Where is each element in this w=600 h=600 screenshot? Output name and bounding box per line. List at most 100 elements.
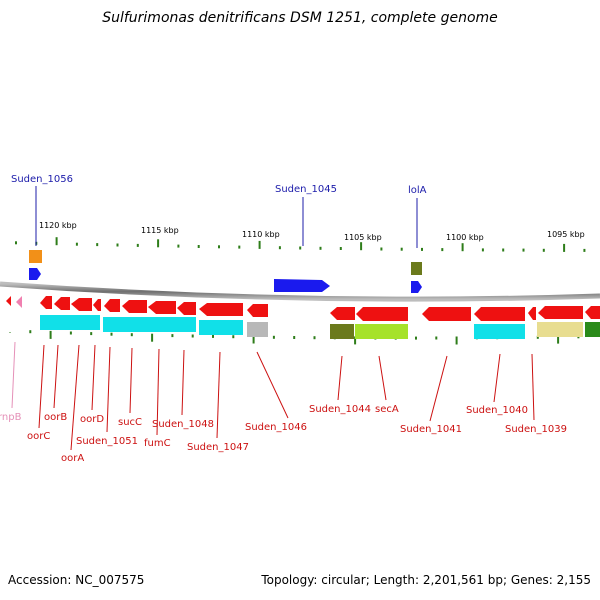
gene-label-oord[interactable]: oorD [80, 414, 104, 425]
gene-arrow-suden-1039[interactable] [538, 306, 583, 319]
scale-tick-top [197, 245, 200, 248]
gene-label-suden-1048[interactable]: Suden_1048 [152, 419, 214, 430]
scale-tick-top [157, 239, 160, 248]
gene-arrow-fumc[interactable] [148, 301, 176, 314]
scale-tick-bottom [212, 334, 214, 338]
scale-tick-top [461, 243, 464, 252]
scale-tick-top [502, 248, 505, 252]
scale-tick-top [380, 247, 383, 251]
gene-arrow-oora[interactable] [71, 298, 92, 311]
gene-label-fumc[interactable]: fumC [144, 438, 171, 449]
gene-arrow-edge[interactable] [585, 306, 600, 319]
genes-label: Genes: [510, 573, 553, 587]
gene-arrow-suden-1051[interactable] [104, 299, 120, 312]
scale-tick-bottom [90, 332, 93, 336]
gene-label-oora[interactable]: oorA [61, 453, 84, 464]
scale-tick-bottom [536, 335, 539, 339]
scale-tick-top [583, 248, 586, 252]
scale-tick-bottom [313, 336, 316, 340]
scale-tick-bottom [435, 336, 438, 340]
genome-summary: Topology: circular; Length: 2,201,561 bp… [261, 573, 591, 587]
gene-arrow-suden-1046[interactable] [247, 304, 268, 317]
feature-grey-box [247, 322, 268, 337]
scale-tick-top [96, 243, 99, 247]
scale-tick-bottom [191, 334, 194, 338]
scale-tick-bottom [415, 336, 417, 340]
gene-arrow-suden-1056[interactable] [29, 268, 41, 280]
gene-label-suden-1040[interactable]: Suden_1040 [466, 405, 528, 416]
feature-cyan-box-2 [103, 317, 196, 332]
gene-arrow-suden-1041[interactable] [422, 307, 471, 321]
feature-rnpb-box [9, 318, 21, 332]
bottom-leader-lines [38, 344, 535, 451]
gene-arrow-oord[interactable] [93, 299, 101, 311]
feature-cyan-box-3 [199, 320, 243, 335]
scale-tick-top [299, 246, 302, 250]
scale-tick-top [481, 248, 484, 252]
feature-cyan-box-1 [40, 315, 100, 330]
gene-label-suden-1051[interactable]: Suden_1051 [76, 436, 138, 447]
scale-tick-top [542, 248, 545, 252]
gene-arrow-suden-1044[interactable] [330, 307, 355, 320]
gene-label-suden-1047[interactable]: Suden_1047 [187, 442, 249, 453]
gene-arrow-suden-1045[interactable] [274, 279, 330, 292]
scale-tick-top [136, 243, 139, 247]
gene-arrow-oorb[interactable] [54, 297, 70, 310]
scale-tick-top [339, 247, 342, 250]
scale-tick-top [319, 246, 322, 250]
scale-tick-bottom [69, 331, 72, 335]
scale-tick-top [278, 246, 281, 250]
accession-label: Accession: [8, 573, 72, 587]
gene-arrow-succ[interactable] [122, 300, 147, 313]
gene-label-succ[interactable]: sucC [118, 417, 142, 428]
gene-label-oorc[interactable]: oorC [27, 431, 50, 442]
gene-arrow-lola[interactable] [411, 281, 422, 293]
feature-olive-box-top [411, 262, 422, 275]
scale-tick-bottom [171, 334, 174, 338]
scale-tick-bottom [252, 335, 255, 344]
gene-label-oorb[interactable]: oorB [44, 412, 67, 423]
gene-label-suden-1056[interactable]: Suden_1056 [11, 174, 73, 185]
scale-tick-top [55, 237, 58, 246]
gene-arrow-suden-1039-a[interactable] [528, 307, 536, 320]
gene-label-seca[interactable]: secA [375, 404, 399, 415]
page-title: Sulfurimonas denitrificans DSM 1251, com… [102, 10, 498, 26]
gene-arrow-rnpb[interactable] [6, 296, 11, 306]
leader-line-rnpb [11, 341, 16, 409]
scale-label-1110: 1110 kbp [242, 230, 280, 239]
topology-label: Topology: [261, 573, 318, 587]
scale-tick-top [238, 245, 241, 249]
feature-green-box [585, 322, 600, 337]
scale-tick-bottom [455, 336, 458, 345]
gene-arrow-suden-1040[interactable] [474, 307, 525, 321]
gene-arrow-oorc[interactable] [40, 296, 52, 309]
topology-value: circular [321, 573, 366, 587]
scale-tick-bottom [29, 330, 32, 334]
feature-khaki-box [537, 322, 583, 337]
gene-arrow-suden-1048[interactable] [177, 302, 196, 315]
gene-arrow-rnpb-rna[interactable] [16, 296, 22, 308]
genes-value: 2,155 [556, 573, 591, 587]
gene-label-suden-1039[interactable]: Suden_1039 [505, 424, 567, 435]
gene-label-rnpb[interactable]: rnpB [0, 412, 22, 423]
scale-tick-top [218, 245, 220, 249]
scale-tick-bottom [130, 333, 133, 337]
gene-label-suden-1046[interactable]: Suden_1046 [245, 422, 307, 433]
scale-tick-top [421, 247, 423, 251]
gene-label-lola[interactable]: lolA [408, 185, 427, 196]
scale-tick-bottom [272, 335, 275, 339]
gene-arrow-suden-1047[interactable] [199, 303, 243, 316]
scale-tick-bottom [49, 330, 52, 339]
scale-tick-bottom [354, 336, 357, 345]
scale-tick-top [522, 248, 525, 252]
gene-arrow-seca[interactable] [356, 307, 408, 321]
feature-cyan-box-4 [474, 324, 525, 339]
gene-label-suden-1041[interactable]: Suden_1041 [400, 424, 462, 435]
scale-tick-top [15, 241, 17, 245]
gene-label-suden-1044[interactable]: Suden_1044 [309, 404, 371, 415]
length-value: 2,201,561 bp [422, 573, 503, 587]
length-label: Length: [373, 573, 420, 587]
gene-label-suden-1045[interactable]: Suden_1045 [275, 184, 337, 195]
scale-tick-top [563, 243, 566, 252]
